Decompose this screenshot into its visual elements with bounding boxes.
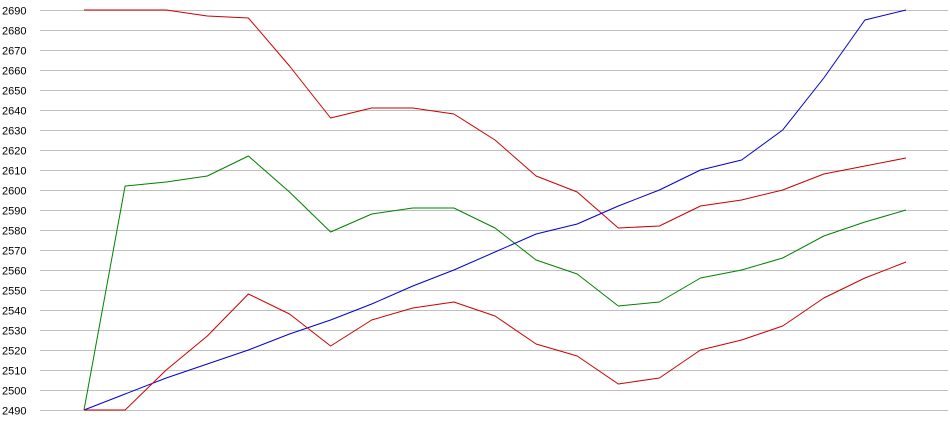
y-tick-label: 2620 xyxy=(2,146,26,158)
series-line-4 xyxy=(84,261,907,411)
y-axis-tick-labels: 2490 2500 2510 2520 2530 2540 2550 2560 2570 2580… xyxy=(2,6,26,418)
y-tick-label: 2570 xyxy=(2,246,26,258)
y-tick-label: 2540 xyxy=(2,306,26,318)
y-tick-label: 2490 xyxy=(2,406,26,418)
series-line-1 xyxy=(84,9,907,229)
y-tick-label: 2590 xyxy=(2,206,26,218)
y-tick-label: 2680 xyxy=(2,26,26,38)
y-tick-label: 2640 xyxy=(2,106,26,118)
y-tick-label: 2560 xyxy=(2,266,26,278)
series-line-2 xyxy=(83,155,907,411)
series-line-3 xyxy=(83,9,907,411)
y-tick-label: 2580 xyxy=(2,226,26,238)
y-tick-label: 2510 xyxy=(2,366,26,378)
y-tick-label: 2650 xyxy=(2,86,26,98)
y-tick-label: 2630 xyxy=(2,126,26,138)
y-tick-label: 2520 xyxy=(2,346,26,358)
y-tick-label: 2600 xyxy=(2,186,26,198)
y-tick-label: 2660 xyxy=(2,66,26,78)
y-tick-label: 2690 xyxy=(2,6,26,18)
y-tick-label: 2500 xyxy=(2,386,26,398)
y-tick-label: 2530 xyxy=(2,326,26,338)
y-tick-label: 2610 xyxy=(2,166,26,178)
y-tick-label: 2550 xyxy=(2,286,26,298)
grid xyxy=(40,10,948,411)
series-lines xyxy=(83,9,907,411)
y-tick-label: 2670 xyxy=(2,46,26,58)
